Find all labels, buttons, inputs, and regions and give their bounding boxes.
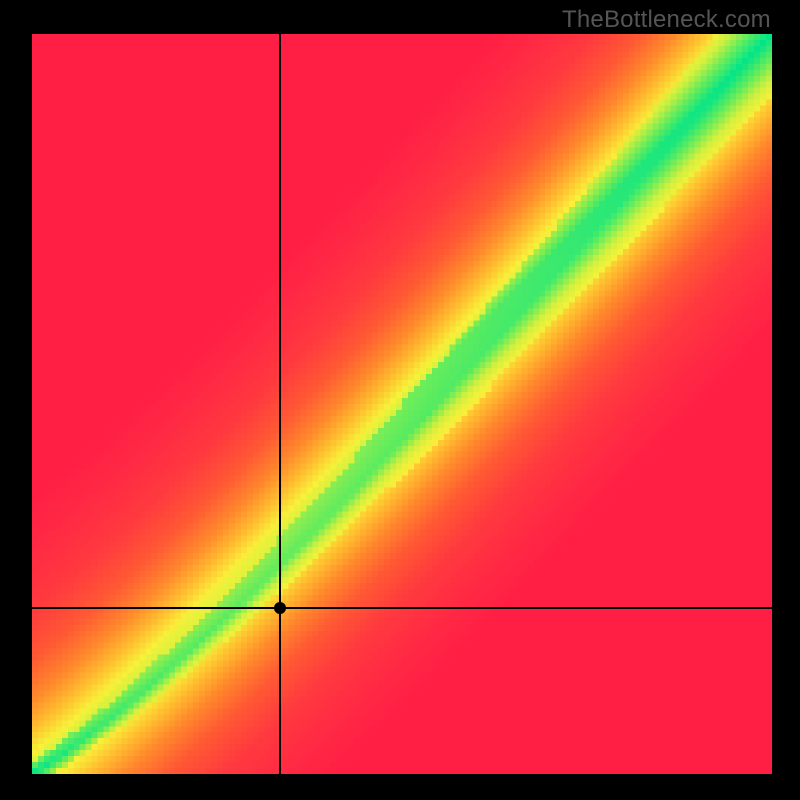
heatmap-canvas bbox=[32, 34, 772, 774]
crosshair-vertical bbox=[279, 34, 281, 774]
watermark-text: TheBottleneck.com bbox=[562, 6, 771, 34]
crosshair-horizontal bbox=[32, 607, 772, 609]
outer-frame: TheBottleneck.com bbox=[0, 0, 800, 800]
crosshair-marker bbox=[274, 602, 286, 614]
heatmap-plot bbox=[32, 34, 772, 774]
